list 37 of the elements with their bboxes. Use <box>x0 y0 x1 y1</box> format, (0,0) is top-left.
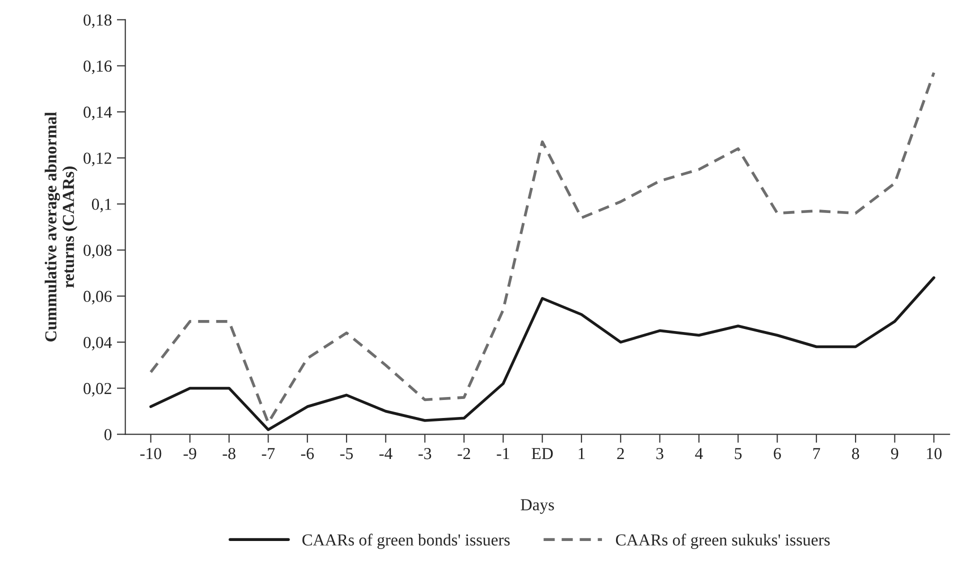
x-tick-label: -4 <box>379 448 392 460</box>
x-tick-label: -7 <box>262 448 275 460</box>
line-series <box>149 276 936 432</box>
x-tick-label: 2 <box>617 448 624 460</box>
x-tick-label: 10 <box>927 448 942 460</box>
y-tick-label: 0,1 <box>92 198 112 212</box>
y-tick-label: 0,06 <box>84 290 112 304</box>
y-tick-label: 0,08 <box>84 244 112 258</box>
y-tick-label: 0,02 <box>84 382 112 397</box>
x-tick-label: 4 <box>695 448 703 460</box>
legend-label: CAARs of green sukuks' issuers <box>616 534 830 549</box>
x-tick-label: -3 <box>418 448 432 460</box>
x-tick-label: -10 <box>140 448 162 460</box>
y-tick-label: 0,04 <box>84 336 112 351</box>
x-axis-title: Days <box>520 499 554 514</box>
y-axis-title: Cummulative average abnormal returns (CAARs) <box>44 112 78 342</box>
y-tick-label: 0,18 <box>84 14 112 28</box>
y-tick-label: 0,14 <box>84 106 112 120</box>
x-tick-label: -6 <box>301 448 314 460</box>
x-tick-label: 9 <box>891 448 898 460</box>
x-tick-label: 3 <box>656 448 664 460</box>
x-tick-label: 1 <box>578 448 585 460</box>
x-tick-label: -8 <box>222 448 236 460</box>
line-series <box>149 71 936 424</box>
y-tick-label: 0 <box>104 428 112 440</box>
x-tick-label: ED <box>532 448 553 460</box>
x-tick-label: -5 <box>340 448 353 460</box>
x-tick-label: 5 <box>734 448 742 460</box>
x-tick-label: 7 <box>813 448 820 460</box>
legend-label: CAARs of green bonds' issuers <box>302 534 510 549</box>
x-tick-label: -1 <box>496 448 510 460</box>
y-tick-label: 0,16 <box>84 60 112 74</box>
x-tick-label: -2 <box>458 448 470 460</box>
x-tick-label: -9 <box>184 448 196 460</box>
y-tick-label: 0,12 <box>84 152 112 166</box>
x-tick-label: 6 <box>774 448 781 460</box>
x-tick-label: 8 <box>852 448 860 460</box>
